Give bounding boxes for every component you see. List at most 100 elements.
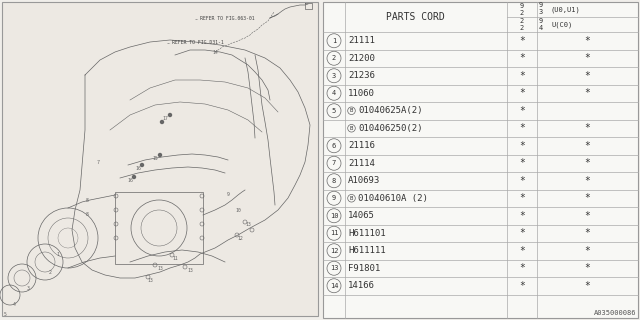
Text: *: *: [584, 211, 591, 221]
Text: U(C0): U(C0): [551, 21, 572, 28]
Text: *: *: [519, 53, 525, 63]
Text: 4: 4: [332, 90, 336, 96]
Text: 16: 16: [127, 178, 133, 182]
Text: 6: 6: [332, 143, 336, 149]
Text: 4: 4: [13, 302, 15, 308]
Text: *: *: [519, 176, 525, 186]
Text: *: *: [519, 193, 525, 203]
Text: *: *: [519, 263, 525, 273]
Text: 16: 16: [135, 165, 141, 171]
Text: 13: 13: [157, 266, 163, 270]
Text: *: *: [519, 123, 525, 133]
Text: 9: 9: [227, 193, 229, 197]
Text: 5: 5: [4, 311, 6, 316]
Text: *: *: [584, 246, 591, 256]
Text: *: *: [519, 106, 525, 116]
Text: 14065: 14065: [348, 211, 375, 220]
Text: 2
2: 2 2: [520, 18, 524, 31]
Text: 2: 2: [332, 55, 336, 61]
Text: *: *: [584, 53, 591, 63]
Text: 3: 3: [332, 73, 336, 79]
Text: 14166: 14166: [348, 281, 375, 290]
Text: 1: 1: [332, 38, 336, 44]
Text: 17: 17: [305, 0, 311, 2]
Text: *: *: [584, 228, 591, 238]
Text: *: *: [584, 193, 591, 203]
Text: *: *: [584, 123, 591, 133]
Text: 11: 11: [172, 255, 178, 260]
Text: *: *: [519, 36, 525, 46]
Text: 1: 1: [56, 252, 60, 258]
Text: *: *: [584, 263, 591, 273]
Text: 10: 10: [235, 207, 241, 212]
Text: B: B: [350, 108, 353, 113]
Text: B: B: [350, 126, 353, 131]
Circle shape: [168, 114, 172, 116]
Text: B: B: [350, 196, 353, 201]
Bar: [2, 2, 318, 316]
Text: 11: 11: [330, 230, 339, 236]
Text: 8: 8: [332, 178, 336, 184]
Text: 2: 2: [49, 270, 51, 276]
Text: REFER TO FIG.D31-1: REFER TO FIG.D31-1: [172, 41, 224, 45]
Text: *: *: [519, 88, 525, 98]
Text: 7: 7: [332, 160, 336, 166]
Text: *: *: [584, 71, 591, 81]
Text: 9
3: 9 3: [539, 2, 543, 15]
Text: *: *: [584, 281, 591, 291]
Text: (U0,U1): (U0,U1): [551, 6, 580, 13]
Text: 21114: 21114: [348, 159, 375, 168]
Text: PARTS CORD: PARTS CORD: [386, 12, 444, 22]
Text: *: *: [584, 176, 591, 186]
Text: *: *: [519, 246, 525, 256]
Text: 17: 17: [162, 116, 168, 121]
Text: *: *: [519, 141, 525, 151]
Text: 01040610A (2): 01040610A (2): [358, 194, 428, 203]
Text: 13: 13: [147, 277, 153, 283]
Text: 21111: 21111: [348, 36, 375, 45]
Text: 11060: 11060: [348, 89, 375, 98]
Circle shape: [141, 164, 143, 166]
Text: F91801: F91801: [348, 264, 380, 273]
Text: A10693: A10693: [348, 176, 380, 185]
Text: H611111: H611111: [348, 246, 386, 255]
Text: 13: 13: [330, 265, 339, 271]
Text: H611101: H611101: [348, 229, 386, 238]
Text: *: *: [584, 158, 591, 168]
Text: *: *: [519, 71, 525, 81]
Text: 7: 7: [97, 159, 99, 164]
Text: 12: 12: [237, 236, 243, 241]
Text: 8: 8: [86, 212, 88, 218]
Circle shape: [159, 154, 161, 156]
Bar: [323, 2, 638, 318]
Text: 3: 3: [27, 285, 29, 291]
Text: 14: 14: [212, 50, 218, 54]
Text: 21116: 21116: [348, 141, 375, 150]
Text: 10: 10: [330, 213, 339, 219]
Circle shape: [132, 175, 136, 179]
Text: *: *: [584, 36, 591, 46]
Text: 9: 9: [332, 195, 336, 201]
Text: A035000086: A035000086: [593, 310, 636, 316]
Text: 14: 14: [330, 283, 339, 289]
Text: 010406250(2): 010406250(2): [358, 124, 422, 133]
Text: 15: 15: [152, 156, 158, 161]
Text: 9
2: 9 2: [520, 3, 524, 16]
Text: *: *: [519, 281, 525, 291]
Text: *: *: [584, 141, 591, 151]
Text: REFER TO FIG.063-01: REFER TO FIG.063-01: [200, 17, 255, 21]
Text: 9
4: 9 4: [539, 18, 543, 31]
Text: 13: 13: [245, 222, 251, 228]
Bar: [115, 192, 203, 264]
Text: 13: 13: [187, 268, 193, 273]
Text: 21236: 21236: [348, 71, 375, 80]
Text: *: *: [519, 228, 525, 238]
Text: 21200: 21200: [348, 54, 375, 63]
Text: 01040625A(2): 01040625A(2): [358, 106, 422, 115]
Circle shape: [161, 121, 163, 124]
Text: 5: 5: [332, 108, 336, 114]
Text: *: *: [519, 211, 525, 221]
Text: *: *: [584, 88, 591, 98]
Text: 8: 8: [86, 197, 88, 203]
Text: *: *: [519, 158, 525, 168]
